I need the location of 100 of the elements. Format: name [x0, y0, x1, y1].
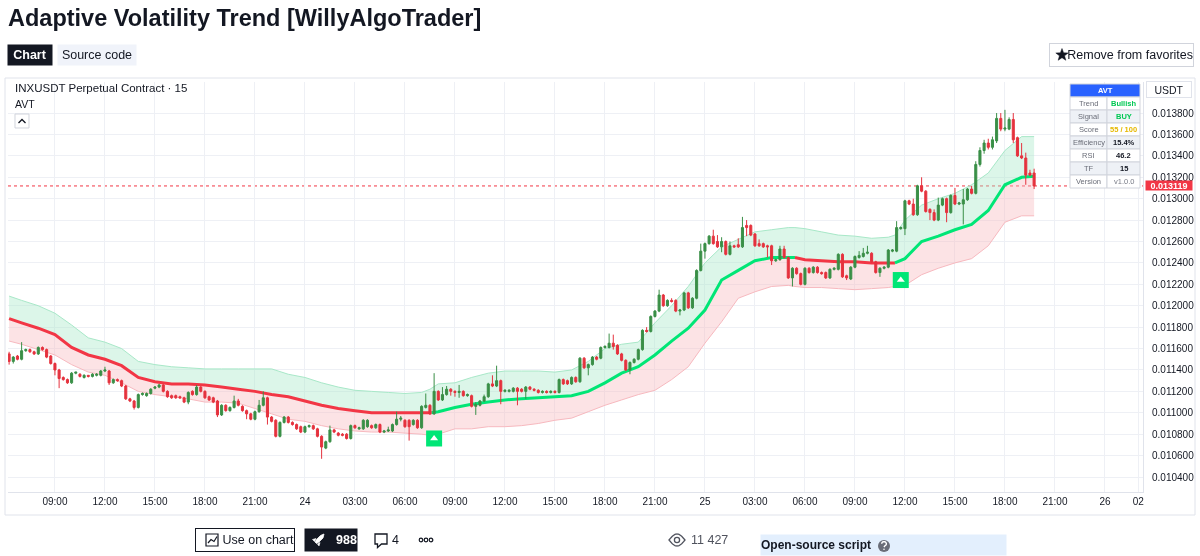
candlestick [507, 388, 511, 393]
candlestick [715, 234, 719, 249]
candlestick [15, 354, 19, 361]
candlestick [778, 245, 782, 262]
candlestick [386, 426, 390, 433]
candlestick [411, 418, 415, 427]
candlestick [949, 193, 953, 215]
candlestick [803, 266, 807, 286]
x-tick-label: 15:00 [142, 496, 168, 507]
candlestick [407, 418, 411, 442]
candlestick [515, 386, 519, 406]
candlestick [82, 373, 86, 378]
candlestick [461, 389, 465, 398]
candlestick [570, 375, 574, 386]
candlestick [111, 378, 115, 385]
candlestick [195, 384, 199, 397]
candlestick [449, 388, 453, 397]
candlestick [457, 384, 461, 399]
y-tick-label: 0.013600 [1152, 128, 1195, 140]
chart-subtitle: INXUSDT Perpetual Contract · 15 [15, 82, 188, 94]
candlestick [824, 270, 828, 280]
candlestick [428, 403, 432, 416]
candlestick [178, 395, 182, 400]
candlestick [136, 393, 140, 409]
button-label: Source code [61, 48, 133, 62]
candlestick [815, 265, 819, 275]
x-tick-label: 21:00 [242, 496, 268, 507]
candlestick [840, 252, 844, 279]
x-tick-label: 12:00 [892, 496, 918, 507]
y-tick-label: 0.013200 [1152, 171, 1195, 183]
candlestick [36, 345, 40, 356]
candlestick [95, 372, 99, 377]
candlestick [595, 356, 599, 361]
text: 4 [392, 533, 399, 547]
candlestick [970, 185, 974, 195]
candlestick [20, 341, 24, 361]
candlestick [807, 266, 811, 275]
candlestick [295, 422, 299, 431]
candlestick [278, 420, 282, 438]
candlestick [349, 424, 353, 441]
candlestick [436, 389, 440, 402]
candlestick [265, 396, 269, 426]
x-tick-label: 02 [1132, 496, 1145, 507]
candlestick [582, 356, 586, 370]
candlestick [440, 386, 444, 402]
button-label: 988 [336, 533, 357, 547]
y-tick-label: 0.011200 [1152, 385, 1194, 397]
y-tick-label: 0.010400 [1152, 471, 1195, 483]
candlestick [224, 403, 228, 413]
candlestick [11, 355, 15, 365]
candlestick [524, 385, 528, 400]
candlestick [236, 398, 240, 407]
candlestick [686, 291, 690, 310]
candlestick [836, 252, 840, 271]
candlestick [107, 369, 111, 386]
button-label: Use on chart [222, 533, 294, 547]
candlestick [245, 409, 249, 420]
candlestick [665, 298, 669, 308]
x-tick-label: 03:00 [342, 496, 368, 507]
candlestick [599, 345, 603, 360]
candlestick [903, 199, 907, 236]
candlestick [936, 197, 940, 222]
candlestick [182, 396, 186, 404]
candlestick [145, 391, 149, 397]
candlestick [728, 241, 732, 256]
candlestick [382, 429, 386, 434]
candlestick [132, 399, 136, 411]
candlestick [345, 432, 349, 441]
candlestick [828, 267, 832, 280]
x-tick-label: 09:00 [442, 496, 468, 507]
candlestick [878, 266, 882, 278]
candlestick [65, 378, 69, 385]
y-tick-label: 0.011600 [1152, 343, 1194, 355]
text: 11 427 [691, 533, 729, 547]
y-tick-label: 0.012000 [1152, 300, 1195, 312]
candlestick [124, 384, 128, 401]
y-tick-label: 0.011800 [1152, 321, 1194, 333]
candlestick [153, 385, 157, 390]
candlestick [532, 387, 536, 392]
candlestick [503, 388, 507, 393]
candlestick [961, 188, 965, 225]
candlestick [470, 394, 474, 408]
ref-line-label: 0.013119 [1150, 180, 1188, 191]
y-tick-label: 0.011400 [1152, 364, 1194, 376]
candlestick [628, 360, 632, 375]
x-tick-label: 26 [1099, 496, 1111, 507]
candlestick [536, 389, 540, 395]
candlestick [745, 219, 749, 237]
candlestick [932, 208, 936, 222]
y-tick-label: 0.010800 [1152, 428, 1195, 440]
text: USDT [1154, 83, 1184, 96]
x-tick-label: 21:00 [642, 496, 668, 507]
candlestick [336, 432, 340, 437]
candlestick [157, 383, 161, 388]
x-tick-label: 06:00 [792, 496, 818, 507]
candlestick [999, 112, 1003, 132]
x-tick-label: 03:00 [742, 496, 768, 507]
candlestick [565, 379, 569, 386]
candlestick [1003, 109, 1007, 132]
candlestick [370, 425, 374, 430]
